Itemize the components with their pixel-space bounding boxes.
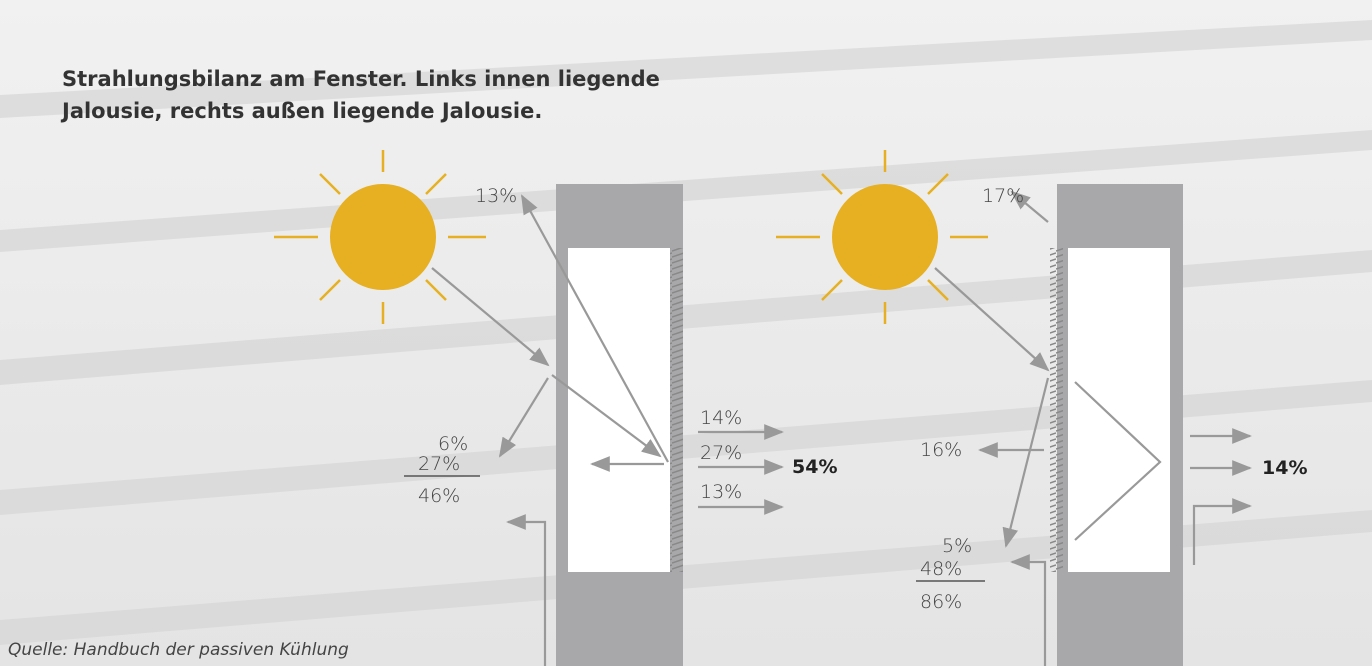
label: 27%	[418, 453, 460, 475]
label: 16%	[920, 439, 962, 461]
title-line: Strahlungsbilanz am Fenster. Links innen…	[62, 67, 660, 91]
label: 46%	[418, 485, 460, 507]
label: 14%	[700, 407, 742, 429]
label: 48%	[920, 558, 962, 580]
label: 54%	[792, 456, 837, 478]
label: 6%	[438, 433, 468, 455]
label: 13%	[475, 185, 517, 207]
label: 13%	[700, 481, 742, 503]
title-line: Jalousie, rechts außen liegende Jalousie…	[60, 99, 542, 123]
diagram: Strahlungsbilanz am Fenster. Links innen…	[0, 0, 1372, 666]
source: Quelle: Handbuch der passiven Kühlung	[8, 640, 349, 660]
label: 17%	[982, 185, 1024, 207]
right-window	[1050, 184, 1183, 666]
label: 86%	[920, 591, 962, 613]
label: 5%	[942, 535, 972, 557]
label: 27%	[700, 442, 742, 464]
label: 14%	[1262, 457, 1307, 479]
